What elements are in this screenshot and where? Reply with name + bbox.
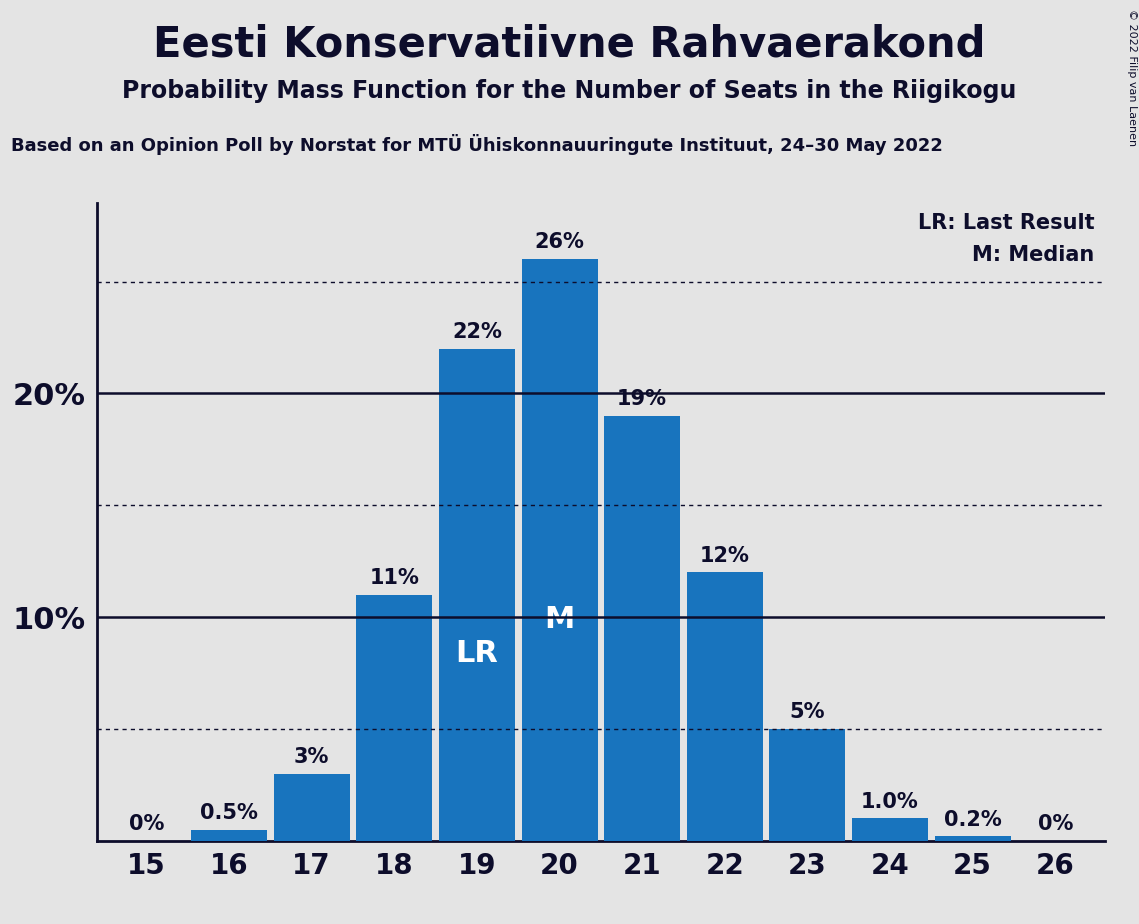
Text: Eesti Konservatiivne Rahvaerakond: Eesti Konservatiivne Rahvaerakond	[154, 23, 985, 65]
Bar	[852, 819, 928, 841]
Bar	[522, 260, 598, 841]
Bar	[191, 830, 267, 841]
Text: M: M	[544, 605, 575, 634]
Text: 1.0%: 1.0%	[861, 792, 919, 812]
Text: 3%: 3%	[294, 747, 329, 767]
Text: 5%: 5%	[789, 702, 825, 723]
Text: 12%: 12%	[699, 546, 749, 565]
Bar	[687, 572, 763, 841]
Text: 26%: 26%	[534, 233, 584, 252]
Bar	[273, 773, 350, 841]
Text: M: Median: M: Median	[973, 245, 1095, 264]
Bar	[769, 729, 845, 841]
Text: 22%: 22%	[452, 322, 502, 342]
Text: 11%: 11%	[369, 568, 419, 588]
Bar	[439, 348, 515, 841]
Text: 0%: 0%	[129, 814, 164, 834]
Text: 19%: 19%	[617, 389, 667, 409]
Bar	[604, 416, 680, 841]
Text: © 2022 Filip van Laenen: © 2022 Filip van Laenen	[1126, 9, 1137, 146]
Text: LR: Last Result: LR: Last Result	[918, 213, 1095, 233]
Text: 0%: 0%	[1038, 814, 1073, 834]
Bar	[935, 836, 1010, 841]
Text: 0.5%: 0.5%	[200, 803, 257, 823]
Text: 0.2%: 0.2%	[944, 809, 1001, 830]
Text: Probability Mass Function for the Number of Seats in the Riigikogu: Probability Mass Function for the Number…	[122, 79, 1017, 103]
Text: Based on an Opinion Poll by Norstat for MTÜ Ühiskonnauuringute Instituut, 24–30 : Based on an Opinion Poll by Norstat for …	[11, 134, 943, 155]
Text: LR: LR	[456, 639, 499, 668]
Bar	[357, 595, 433, 841]
